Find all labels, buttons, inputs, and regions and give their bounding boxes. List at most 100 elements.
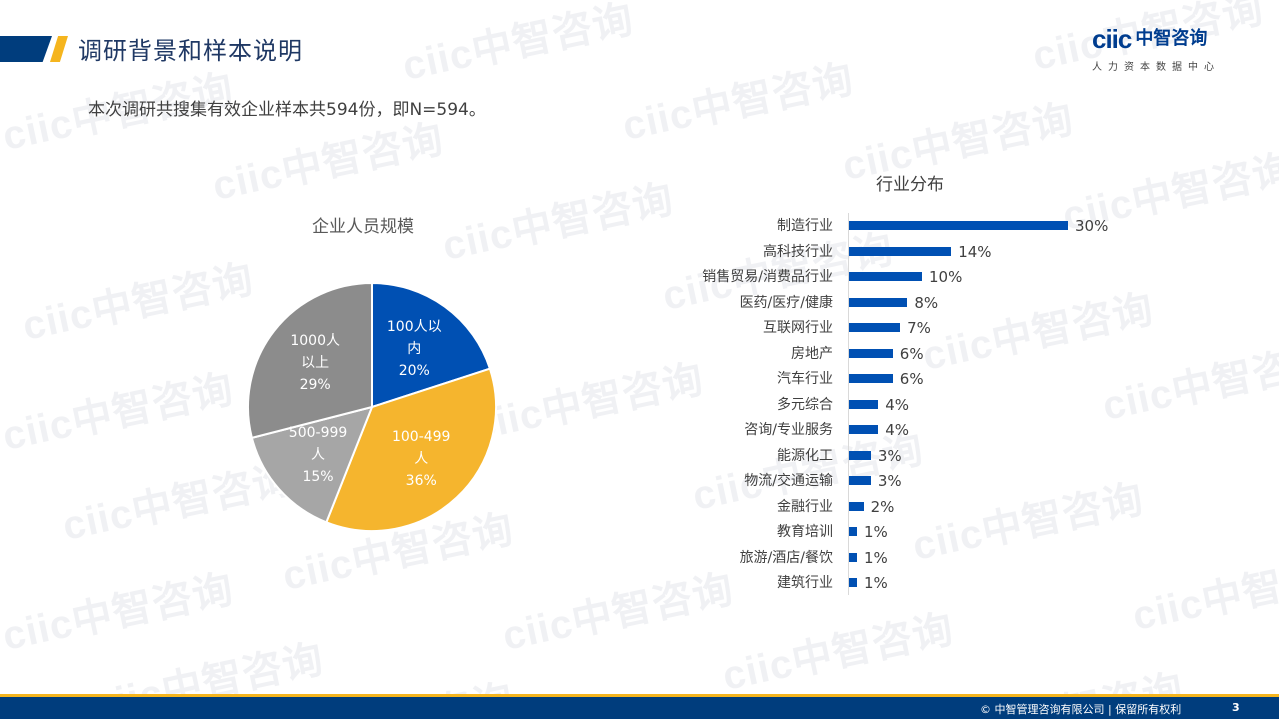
bar-row: 互联网行业 7%	[600, 318, 1160, 338]
bar-row: 制造行业 30%	[600, 216, 1160, 236]
bar-category-label: 能源化工	[777, 447, 833, 464]
bar-value-label: 6%	[899, 344, 924, 363]
bar-category-label: 汽车行业	[777, 371, 833, 387]
bar-value-label: 1%	[864, 523, 888, 541]
bar-value-label: 14%	[958, 242, 992, 261]
bar-value-label: 7%	[907, 319, 931, 337]
footer-copyright: © 中智管理咨询有限公司 | 保留所有权利	[980, 703, 1182, 716]
page-title: 调研背景和样本说明	[78, 37, 303, 65]
bar-row: 咨询/专业服务 4%	[600, 420, 1160, 440]
bar-row: 旅游/酒店/餐饮 1%	[600, 548, 1160, 568]
bar-row: 金融行业 2%	[600, 497, 1160, 517]
watermark-text: ciic中智咨询	[838, 96, 1078, 189]
watermark-text: ciic中智咨询	[18, 256, 258, 349]
bar-category-label: 医药/医疗/健康	[739, 294, 833, 311]
bar-row: 医药/医疗/健康 8%	[600, 293, 1160, 313]
pie-slice-100-499	[325, 367, 497, 532]
bar-value-label: 30%	[1075, 217, 1109, 235]
pie-label-line: 人	[311, 446, 326, 463]
bar-value-label: 4%	[885, 421, 909, 439]
pie-label-line: 500-999	[288, 424, 348, 441]
title-yellow-stripe	[50, 36, 68, 62]
bar-category-label: 物流/交通运输	[744, 473, 833, 489]
bar	[849, 272, 922, 281]
bar-value-label: 4%	[885, 395, 909, 414]
bar-category-label: 建筑行业	[777, 575, 833, 591]
bar	[849, 450, 871, 460]
bar-value-label: 6%	[899, 370, 924, 388]
bar-chart-title: 行业分布	[876, 175, 944, 195]
pie-data-label: 100人以内 20%	[374, 316, 454, 382]
bar-category-label: 咨询/专业服务	[744, 422, 833, 438]
bar-row: 销售贸易/消费品行业 10%	[600, 267, 1160, 287]
bar	[849, 425, 879, 434]
bar	[849, 323, 901, 332]
pie-label-line: 以上	[301, 354, 330, 371]
logo-subtitle: 人力资本数据中心	[1092, 62, 1220, 73]
watermark-text: ciic中智咨询	[208, 116, 448, 209]
watermark-text: ciic中智咨询	[398, 0, 638, 89]
bar-category-label: 互联网行业	[763, 320, 833, 336]
pie-label-line: 人	[414, 451, 429, 468]
bar-category-label: 教育培训	[777, 524, 833, 540]
bar-category-label: 金融行业	[777, 498, 833, 515]
intro-text: 本次调研共搜集有效企业样本共594份，即N=594。	[88, 100, 486, 120]
bar-row: 高科技行业 14%	[600, 242, 1160, 262]
pie-label-line: 100-499	[391, 429, 451, 446]
bar-value-label: 3%	[877, 446, 902, 465]
pie-label-line: 36%	[405, 473, 437, 490]
bar	[849, 578, 857, 587]
pie-slice-500-999	[250, 405, 374, 524]
bar-row: 物流/交通运输 3%	[600, 471, 1160, 491]
pie-label-line: 1000人	[290, 332, 340, 349]
logo-cn: 中智咨询	[1135, 28, 1208, 49]
footer: © 中智管理咨询有限公司 | 保留所有权利 3	[0, 697, 1279, 719]
page-number: 3	[1232, 701, 1240, 714]
pie-label-line: 15%	[302, 468, 334, 485]
watermark-text: ciic中智咨询	[0, 566, 238, 659]
bar	[849, 399, 879, 409]
bar-row: 能源化工 3%	[600, 446, 1160, 466]
pie-label-line: 29%	[299, 376, 331, 393]
pie-data-label: 1000人以上 29%	[275, 330, 355, 396]
watermark-text: ciic中智咨询	[618, 56, 858, 149]
bar	[849, 246, 952, 256]
watermark-text: ciic中智咨询	[0, 366, 238, 459]
bar-category-label: 多元综合	[777, 396, 833, 413]
bar-row: 教育培训 1%	[600, 522, 1160, 542]
bar-category-label: 高科技行业	[763, 243, 833, 260]
bar-value-label: 8%	[914, 293, 939, 312]
bar-category-label: 房地产	[791, 345, 833, 362]
bar-row: 房地产 6%	[600, 344, 1160, 364]
bar-row: 建筑行业 1%	[600, 573, 1160, 593]
watermark-text: ciic中智咨询	[718, 606, 958, 699]
pie-slice-under-100	[371, 281, 492, 409]
bar-value-label: 1%	[864, 548, 888, 567]
bar-row: 多元综合 4%	[600, 395, 1160, 415]
footer-accent-line	[0, 694, 1279, 697]
bar-value-label: 10%	[929, 268, 963, 286]
pie-chart	[247, 281, 497, 532]
bar-chart-axis	[848, 213, 849, 595]
bar-value-label: 2%	[870, 497, 895, 516]
bar	[849, 501, 864, 511]
bar-value-label: 1%	[864, 574, 888, 592]
title-blue-stripe	[0, 36, 52, 62]
bar	[849, 374, 893, 383]
bar-row: 汽车行业 6%	[600, 369, 1160, 389]
bar-value-label: 3%	[877, 472, 902, 490]
pie-label-line: 内	[407, 340, 422, 357]
bar-category-label: 销售贸易/消费品行业	[702, 269, 833, 285]
bar	[849, 348, 893, 358]
bar-category-label: 制造行业	[777, 218, 833, 234]
bar	[849, 552, 857, 562]
bar	[849, 527, 857, 536]
bar	[849, 297, 908, 307]
logo-brand: ciic	[1092, 24, 1132, 54]
company-logo: ciic 中智咨询 人力资本数据中心	[1092, 26, 1232, 73]
bar	[849, 476, 871, 485]
bar	[849, 221, 1068, 230]
pie-label-line: 100人以	[386, 318, 442, 335]
pie-chart-title: 企业人员规模	[312, 217, 414, 237]
pie-data-label: 500-999 人 15%	[278, 422, 358, 488]
